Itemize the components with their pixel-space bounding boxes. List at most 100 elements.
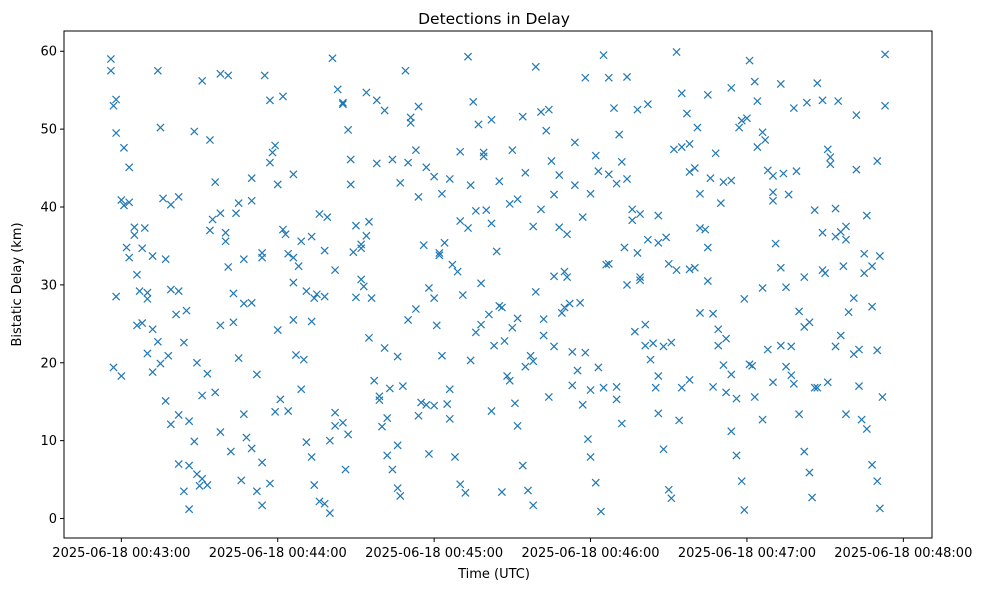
data-point (132, 321, 142, 330)
data-point (445, 385, 454, 394)
data-point (716, 199, 725, 208)
y-axis: 0 10 20 30 40 50 60 (40, 45, 64, 527)
data-point (338, 100, 347, 109)
y-tick-label: 0 (49, 512, 57, 527)
data-point (695, 224, 705, 233)
data-point (813, 383, 822, 392)
data-point (185, 505, 194, 514)
data-point (273, 326, 282, 335)
data-point (586, 386, 595, 395)
data-point (732, 451, 741, 460)
data-point (810, 383, 819, 392)
data-point (203, 369, 212, 378)
data-point (380, 343, 389, 352)
x-axis: 2025-06-18 00:43:00 2025-06-18 00:44:00 20… (52, 538, 972, 561)
data-point (252, 487, 261, 496)
data-point (310, 294, 319, 303)
data-point (581, 73, 590, 82)
data-point (620, 243, 629, 252)
data-point (221, 237, 230, 246)
data-point (487, 219, 496, 228)
data-point (531, 62, 540, 71)
data-point (271, 407, 280, 416)
data-point (265, 158, 274, 167)
data-point (260, 71, 269, 80)
data-point (636, 209, 645, 219)
y-tick-label: 50 (40, 123, 57, 138)
data-point (852, 111, 861, 120)
data-point (703, 90, 712, 99)
data-point (737, 477, 746, 486)
data-point (518, 461, 527, 470)
data-point (643, 235, 652, 244)
data-point (156, 359, 165, 368)
data-point (357, 244, 366, 253)
data-point (344, 430, 353, 439)
data-point (132, 270, 142, 279)
x-tick-label: 2025-06-18 00:44:00 (209, 546, 347, 561)
data-point (166, 420, 175, 429)
data-point (623, 280, 632, 289)
data-point (868, 302, 877, 311)
data-point (719, 178, 728, 187)
data-point (750, 77, 759, 86)
data-point (513, 195, 522, 204)
data-point (466, 356, 475, 365)
data-point (852, 165, 861, 174)
data-point (714, 325, 723, 334)
data-point (795, 410, 804, 419)
data-point (659, 342, 668, 351)
data-point (800, 273, 809, 282)
data-point (740, 505, 749, 514)
data-point (878, 393, 887, 402)
data-point (393, 441, 402, 450)
data-point (242, 433, 251, 442)
data-point (536, 205, 546, 214)
data-point (714, 341, 723, 350)
data-point (224, 71, 233, 80)
data-point (125, 163, 134, 172)
data-point (719, 361, 728, 370)
data-point (633, 248, 642, 257)
data-point (461, 488, 470, 497)
data-point (174, 192, 183, 201)
data-point (623, 72, 632, 81)
data-point (325, 436, 334, 445)
data-point (437, 351, 446, 360)
data-point (125, 253, 134, 262)
data-point (497, 488, 506, 497)
data-point (758, 283, 767, 293)
data-point (375, 396, 384, 405)
data-point (265, 96, 274, 105)
data-point (521, 362, 530, 371)
data-point (430, 172, 439, 181)
data-point (740, 294, 749, 303)
data-point (307, 317, 316, 326)
data-point (557, 308, 566, 317)
data-point (289, 253, 298, 262)
data-point (677, 383, 686, 392)
data-point (550, 342, 559, 351)
data-point (768, 378, 778, 387)
data-point (372, 96, 381, 105)
data-point (573, 366, 582, 375)
data-point (813, 79, 822, 88)
data-point (276, 395, 285, 404)
data-point (690, 164, 699, 173)
data-point (568, 347, 577, 356)
data-point (422, 163, 431, 172)
data-point (237, 476, 246, 485)
data-point (148, 368, 157, 377)
data-point (315, 209, 324, 219)
data-point (800, 322, 809, 331)
data-point (818, 96, 827, 105)
data-point (542, 126, 551, 135)
data-point (654, 238, 663, 247)
data-point (258, 458, 267, 467)
data-point (521, 168, 530, 177)
data-point (604, 259, 613, 268)
data-point (307, 232, 316, 241)
data-point (122, 243, 131, 252)
data-point (284, 407, 293, 416)
data-point (636, 276, 645, 285)
